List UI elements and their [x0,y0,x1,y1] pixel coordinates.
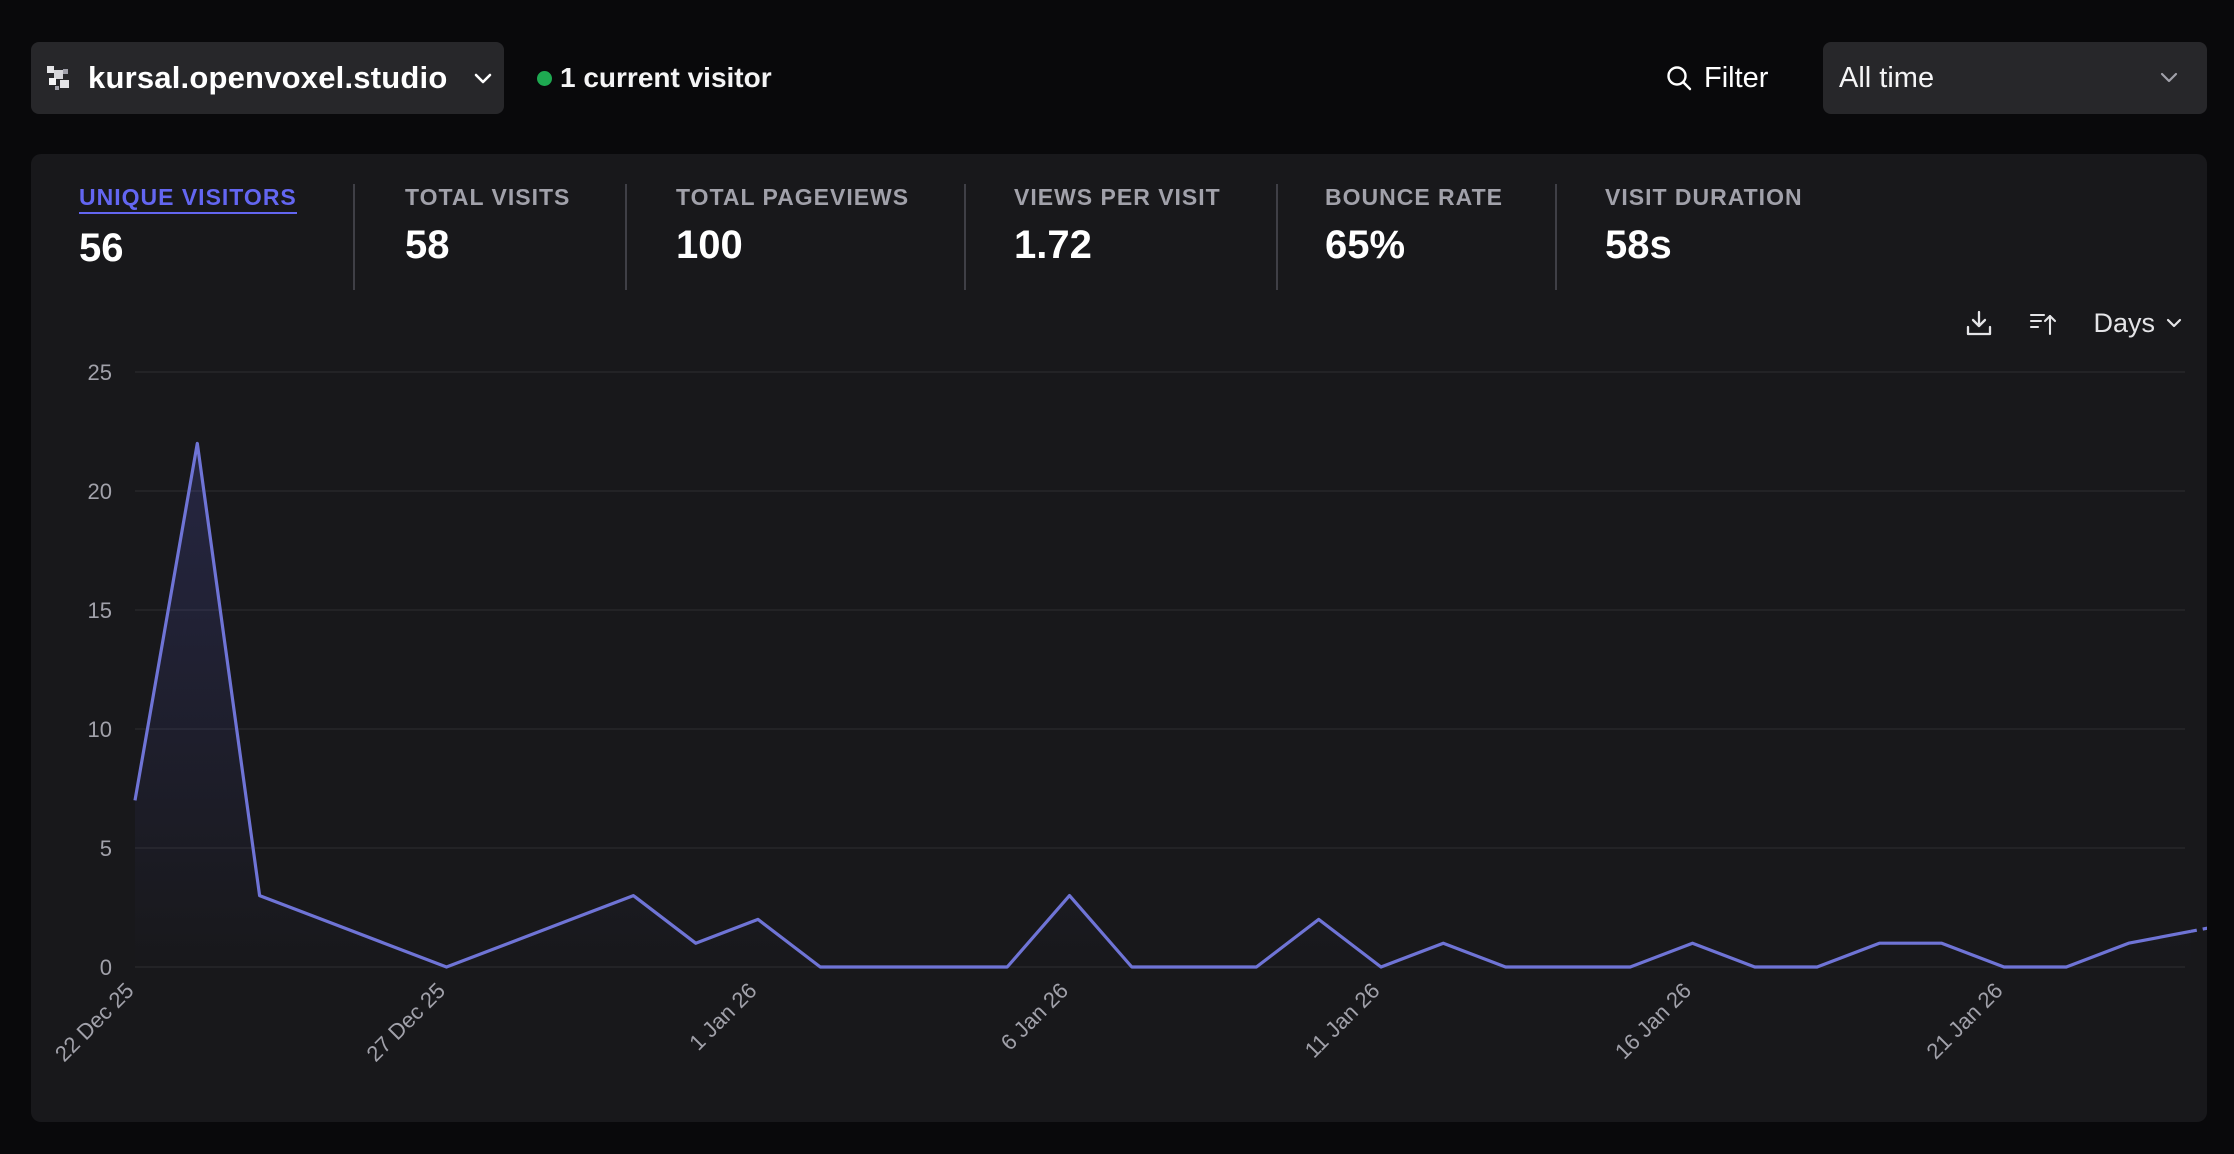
data-point[interactable] [1690,940,1696,946]
data-point[interactable] [2188,928,2194,934]
data-point[interactable] [444,964,450,970]
stat-total-visits[interactable]: TOTAL VISITS 58 [405,184,570,290]
data-point[interactable] [1004,964,1010,970]
data-point[interactable] [319,916,325,922]
data-point[interactable] [630,893,636,899]
y-tick-label: 25 [88,360,112,385]
stat-value: 65% [1325,223,1406,267]
data-point[interactable] [880,964,886,970]
data-point[interactable] [1440,940,1446,946]
data-point[interactable] [1814,964,1820,970]
x-tick-label: 6 Jan 26 [996,978,1073,1055]
main-panel: UNIQUE VISITORS 56 TOTAL VISITS 58 TOTAL… [31,154,2207,1122]
site-favicon-icon [41,61,75,95]
x-tick-label: 16 Jan 26 [1610,978,1696,1064]
data-point[interactable] [381,940,387,946]
data-point[interactable] [817,964,823,970]
data-point[interactable] [2063,964,2069,970]
y-tick-label: 5 [100,836,112,861]
stat-value: 58 [405,223,450,267]
stat-visit-duration[interactable]: VISIT DURATION 58s [1605,184,1803,290]
stat-value: 100 [676,223,743,267]
live-dot-icon [537,70,552,86]
top-bar: kursal.openvoxel.studio 1 current visito… [0,0,2234,150]
stat-divider [1555,184,1557,290]
data-point[interactable] [1876,940,1882,946]
data-point[interactable] [1191,964,1197,970]
series-line-incomplete [2190,926,2207,933]
interval-value: Days [2093,307,2155,338]
interval-select[interactable]: Days [2087,308,2191,339]
period-select[interactable]: All time [1823,42,2207,114]
stat-total-pageviews[interactable]: TOTAL PAGEVIEWS 100 [676,184,909,290]
chevron-down-icon [474,73,492,84]
stat-bounce-rate[interactable]: BOUNCE RATE 65% [1325,184,1503,290]
stat-label: TOTAL VISITS [405,184,571,210]
data-point[interactable] [1503,964,1509,970]
stat-divider [964,184,966,290]
period-value: All time [1839,61,1935,94]
series-line [133,441,2192,969]
chevron-down-icon [2160,72,2178,83]
sort-ascending-icon[interactable] [2023,303,2063,343]
x-tick-label: 21 Jan 26 [1922,978,2008,1064]
site-switcher-button[interactable]: kursal.openvoxel.studio [31,42,504,114]
search-icon [1667,66,1692,91]
x-tick-label: 1 Jan 26 [684,978,761,1055]
y-tick-label: 15 [88,598,112,623]
data-point[interactable] [1067,893,1073,899]
stat-value: 1.72 [1014,223,1092,267]
stat-label: VIEWS PER VISIT [1014,184,1221,210]
data-point[interactable] [1378,964,1384,970]
visitors-line-chart: 0 5 10 15 20 25 22 Dec 25 27 Dec 25 1 Jan 26 6 J… [50,360,2207,1067]
data-point[interactable] [194,440,200,446]
stat-label: VISIT DURATION [1605,184,1803,210]
site-name: kursal.openvoxel.studio [88,60,448,95]
y-tick-label: 20 [88,479,112,504]
data-point[interactable] [1565,964,1571,970]
filter-label: Filter [1704,61,1769,94]
data-point[interactable] [257,893,263,899]
data-point[interactable] [2126,940,2132,946]
data-point[interactable] [2001,964,2007,970]
data-point[interactable] [1253,964,1259,970]
data-point[interactable] [693,940,699,946]
filter-button[interactable]: Filter [1658,52,1774,104]
x-tick-label: 27 Dec 25 [361,978,450,1067]
data-point[interactable] [1752,964,1758,970]
stats-row: UNIQUE VISITORS 56 TOTAL VISITS 58 TOTAL… [31,184,2207,294]
y-tick-label: 10 [88,717,112,742]
data-point[interactable] [1316,916,1322,922]
data-point[interactable] [755,916,761,922]
stat-value: 58s [1605,223,1672,267]
stat-label: UNIQUE VISITORS [79,184,297,214]
chart-toolbar: Days [1959,297,2191,349]
stat-divider [625,184,627,290]
data-point[interactable] [568,916,574,922]
stat-value: 56 [79,226,124,270]
data-point[interactable] [132,797,138,803]
data-point[interactable] [942,964,948,970]
download-icon[interactable] [1959,303,1999,343]
y-tick-label: 0 [100,955,112,980]
data-point[interactable] [506,940,512,946]
stat-divider [353,184,355,290]
data-point[interactable] [1939,940,1945,946]
stat-unique-visitors[interactable]: UNIQUE VISITORS 56 [79,184,297,290]
chevron-down-icon [2166,318,2182,328]
stat-views-per-visit[interactable]: VIEWS PER VISIT 1.72 [1014,184,1221,290]
data-point[interactable] [1627,964,1633,970]
data-point[interactable] [1129,964,1135,970]
series-area [135,443,2191,967]
stat-divider [1276,184,1278,290]
current-visitors-link[interactable]: 1 current visitor [537,58,772,98]
x-tick-label: 11 Jan 26 [1300,978,1385,1063]
stat-label: TOTAL PAGEVIEWS [676,184,910,210]
stat-label: BOUNCE RATE [1325,184,1503,210]
current-visitors-label: 1 current visitor [560,62,772,93]
x-tick-label: 22 Dec 25 [50,978,139,1067]
